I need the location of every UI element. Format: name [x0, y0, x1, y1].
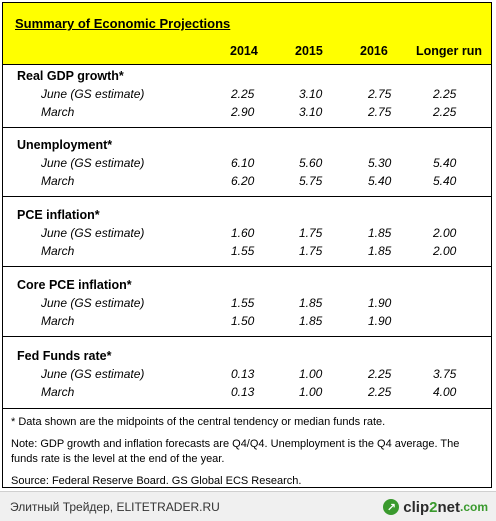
cell-value: 1.55: [231, 296, 255, 310]
row-label: June (GS estimate): [41, 226, 145, 240]
cell-value: 4.00: [433, 385, 457, 399]
clip2net-logo: ↗ clip2net .com: [383, 496, 488, 518]
cell-value: 1.85: [368, 244, 392, 258]
section-divider: [3, 266, 491, 267]
section-divider: [3, 336, 491, 337]
cell-value: 2.90: [231, 105, 255, 119]
brand-prefix: clip: [403, 498, 430, 516]
cell-value: 1.50: [231, 314, 255, 328]
projections-table: Summary of Economic Projections 2014 201…: [2, 2, 492, 488]
cell-value: 2.25: [433, 105, 457, 119]
footnote: * Data shown are the midpoints of the ce…: [11, 416, 386, 428]
cell-value: 2.25: [368, 385, 392, 399]
cell-value: 2.00: [433, 226, 457, 240]
cell-value: 1.75: [299, 226, 323, 240]
brand-num: 2: [429, 498, 438, 516]
row-label: March: [41, 105, 75, 119]
column-header-2014: 2014: [230, 44, 258, 58]
row-label: June (GS estimate): [41, 87, 145, 101]
row-label: March: [41, 174, 75, 188]
cell-value: 1.85: [299, 296, 323, 310]
cell-value: 1.60: [231, 226, 255, 240]
source-note: Source: Federal Reserve Board. GS Global…: [11, 475, 302, 487]
cell-value: 5.40: [368, 174, 392, 188]
cell-value: 1.85: [299, 314, 323, 328]
section-divider: [3, 408, 491, 409]
cell-value: 5.75: [299, 174, 323, 188]
cell-value: 1.85: [368, 226, 392, 240]
section-title-core-pce: Core PCE inflation*: [17, 278, 132, 292]
cell-value: 1.55: [231, 244, 255, 258]
cell-value: 2.25: [433, 87, 457, 101]
section-title-pce: PCE inflation*: [17, 208, 100, 222]
row-label: June (GS estimate): [41, 367, 145, 381]
column-header-longer-run: Longer run: [416, 44, 482, 58]
column-header-2015: 2015: [295, 44, 323, 58]
section-title-unemployment: Unemployment*: [17, 138, 113, 152]
cell-value: 1.75: [299, 244, 323, 258]
cell-value: 6.10: [231, 156, 255, 170]
cell-value: 0.13: [231, 385, 255, 399]
cell-value: 2.75: [368, 87, 392, 101]
cell-value: 2.00: [433, 244, 457, 258]
cell-value: 3.10: [299, 87, 323, 101]
cell-value: 3.75: [433, 367, 457, 381]
brand-suffix: net: [437, 498, 460, 516]
section-divider: [3, 196, 491, 197]
table-header: Summary of Economic Projections 2014 201…: [3, 3, 491, 65]
table-title: Summary of Economic Projections: [15, 16, 231, 31]
row-label: June (GS estimate): [41, 156, 145, 170]
watermark-bar: Элитный Трейдер, ELITETRADER.RU ↗ clip2n…: [0, 491, 496, 521]
cell-value: 2.25: [368, 367, 392, 381]
section-title-gdp: Real GDP growth*: [17, 69, 124, 83]
section-title-fed-funds: Fed Funds rate*: [17, 349, 112, 363]
row-label: March: [41, 314, 75, 328]
cell-value: 5.40: [433, 156, 457, 170]
row-label: March: [41, 385, 75, 399]
cell-value: 3.10: [299, 105, 323, 119]
cell-value: 0.13: [231, 367, 255, 381]
site-credit: Элитный Трейдер, ELITETRADER.RU: [10, 500, 220, 514]
cell-value: 2.25: [231, 87, 255, 101]
row-label: March: [41, 244, 75, 258]
methodology-note: Note: GDP growth and inflation forecasts…: [11, 438, 460, 465]
cell-value: 2.75: [368, 105, 392, 119]
brand-tld: .com: [459, 500, 488, 514]
cell-value: 5.60: [299, 156, 323, 170]
clip-arrow-icon: ↗: [383, 499, 400, 515]
row-label: June (GS estimate): [41, 296, 145, 310]
cell-value: 5.40: [433, 174, 457, 188]
cell-value: 1.00: [299, 385, 323, 399]
cell-value: 1.90: [368, 296, 392, 310]
section-divider: [3, 127, 491, 128]
cell-value: 6.20: [231, 174, 255, 188]
cell-value: 5.30: [368, 156, 392, 170]
cell-value: 1.90: [368, 314, 392, 328]
cell-value: 1.00: [299, 367, 323, 381]
column-header-2016: 2016: [360, 44, 388, 58]
